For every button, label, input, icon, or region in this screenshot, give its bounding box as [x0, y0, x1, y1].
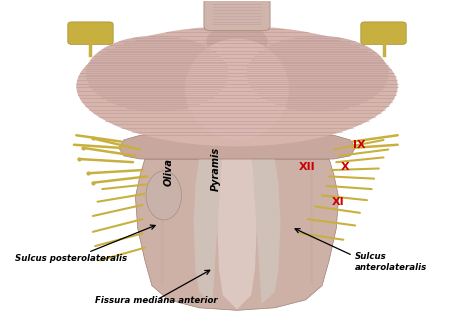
Polygon shape [217, 159, 257, 309]
Text: XII: XII [299, 162, 315, 172]
FancyBboxPatch shape [204, 0, 270, 31]
Polygon shape [136, 159, 338, 310]
Text: Oliva: Oliva [164, 158, 173, 186]
Text: Sulcus
anterolateralis: Sulcus anterolateralis [355, 252, 428, 272]
FancyBboxPatch shape [68, 22, 113, 45]
Ellipse shape [86, 36, 228, 112]
Ellipse shape [246, 36, 388, 112]
Polygon shape [252, 159, 281, 304]
Text: X: X [341, 162, 350, 172]
Ellipse shape [146, 171, 182, 220]
FancyBboxPatch shape [361, 22, 406, 45]
Ellipse shape [206, 24, 268, 59]
Polygon shape [193, 159, 222, 304]
Text: Fissura mediana anterior: Fissura mediana anterior [95, 296, 218, 305]
Text: Pyramis: Pyramis [211, 147, 221, 191]
Ellipse shape [185, 39, 289, 140]
Text: Sulcus posterolateralis: Sulcus posterolateralis [15, 254, 127, 263]
Polygon shape [119, 134, 355, 159]
Text: IX: IX [353, 140, 365, 150]
Ellipse shape [76, 26, 398, 146]
Text: XI: XI [331, 197, 344, 207]
